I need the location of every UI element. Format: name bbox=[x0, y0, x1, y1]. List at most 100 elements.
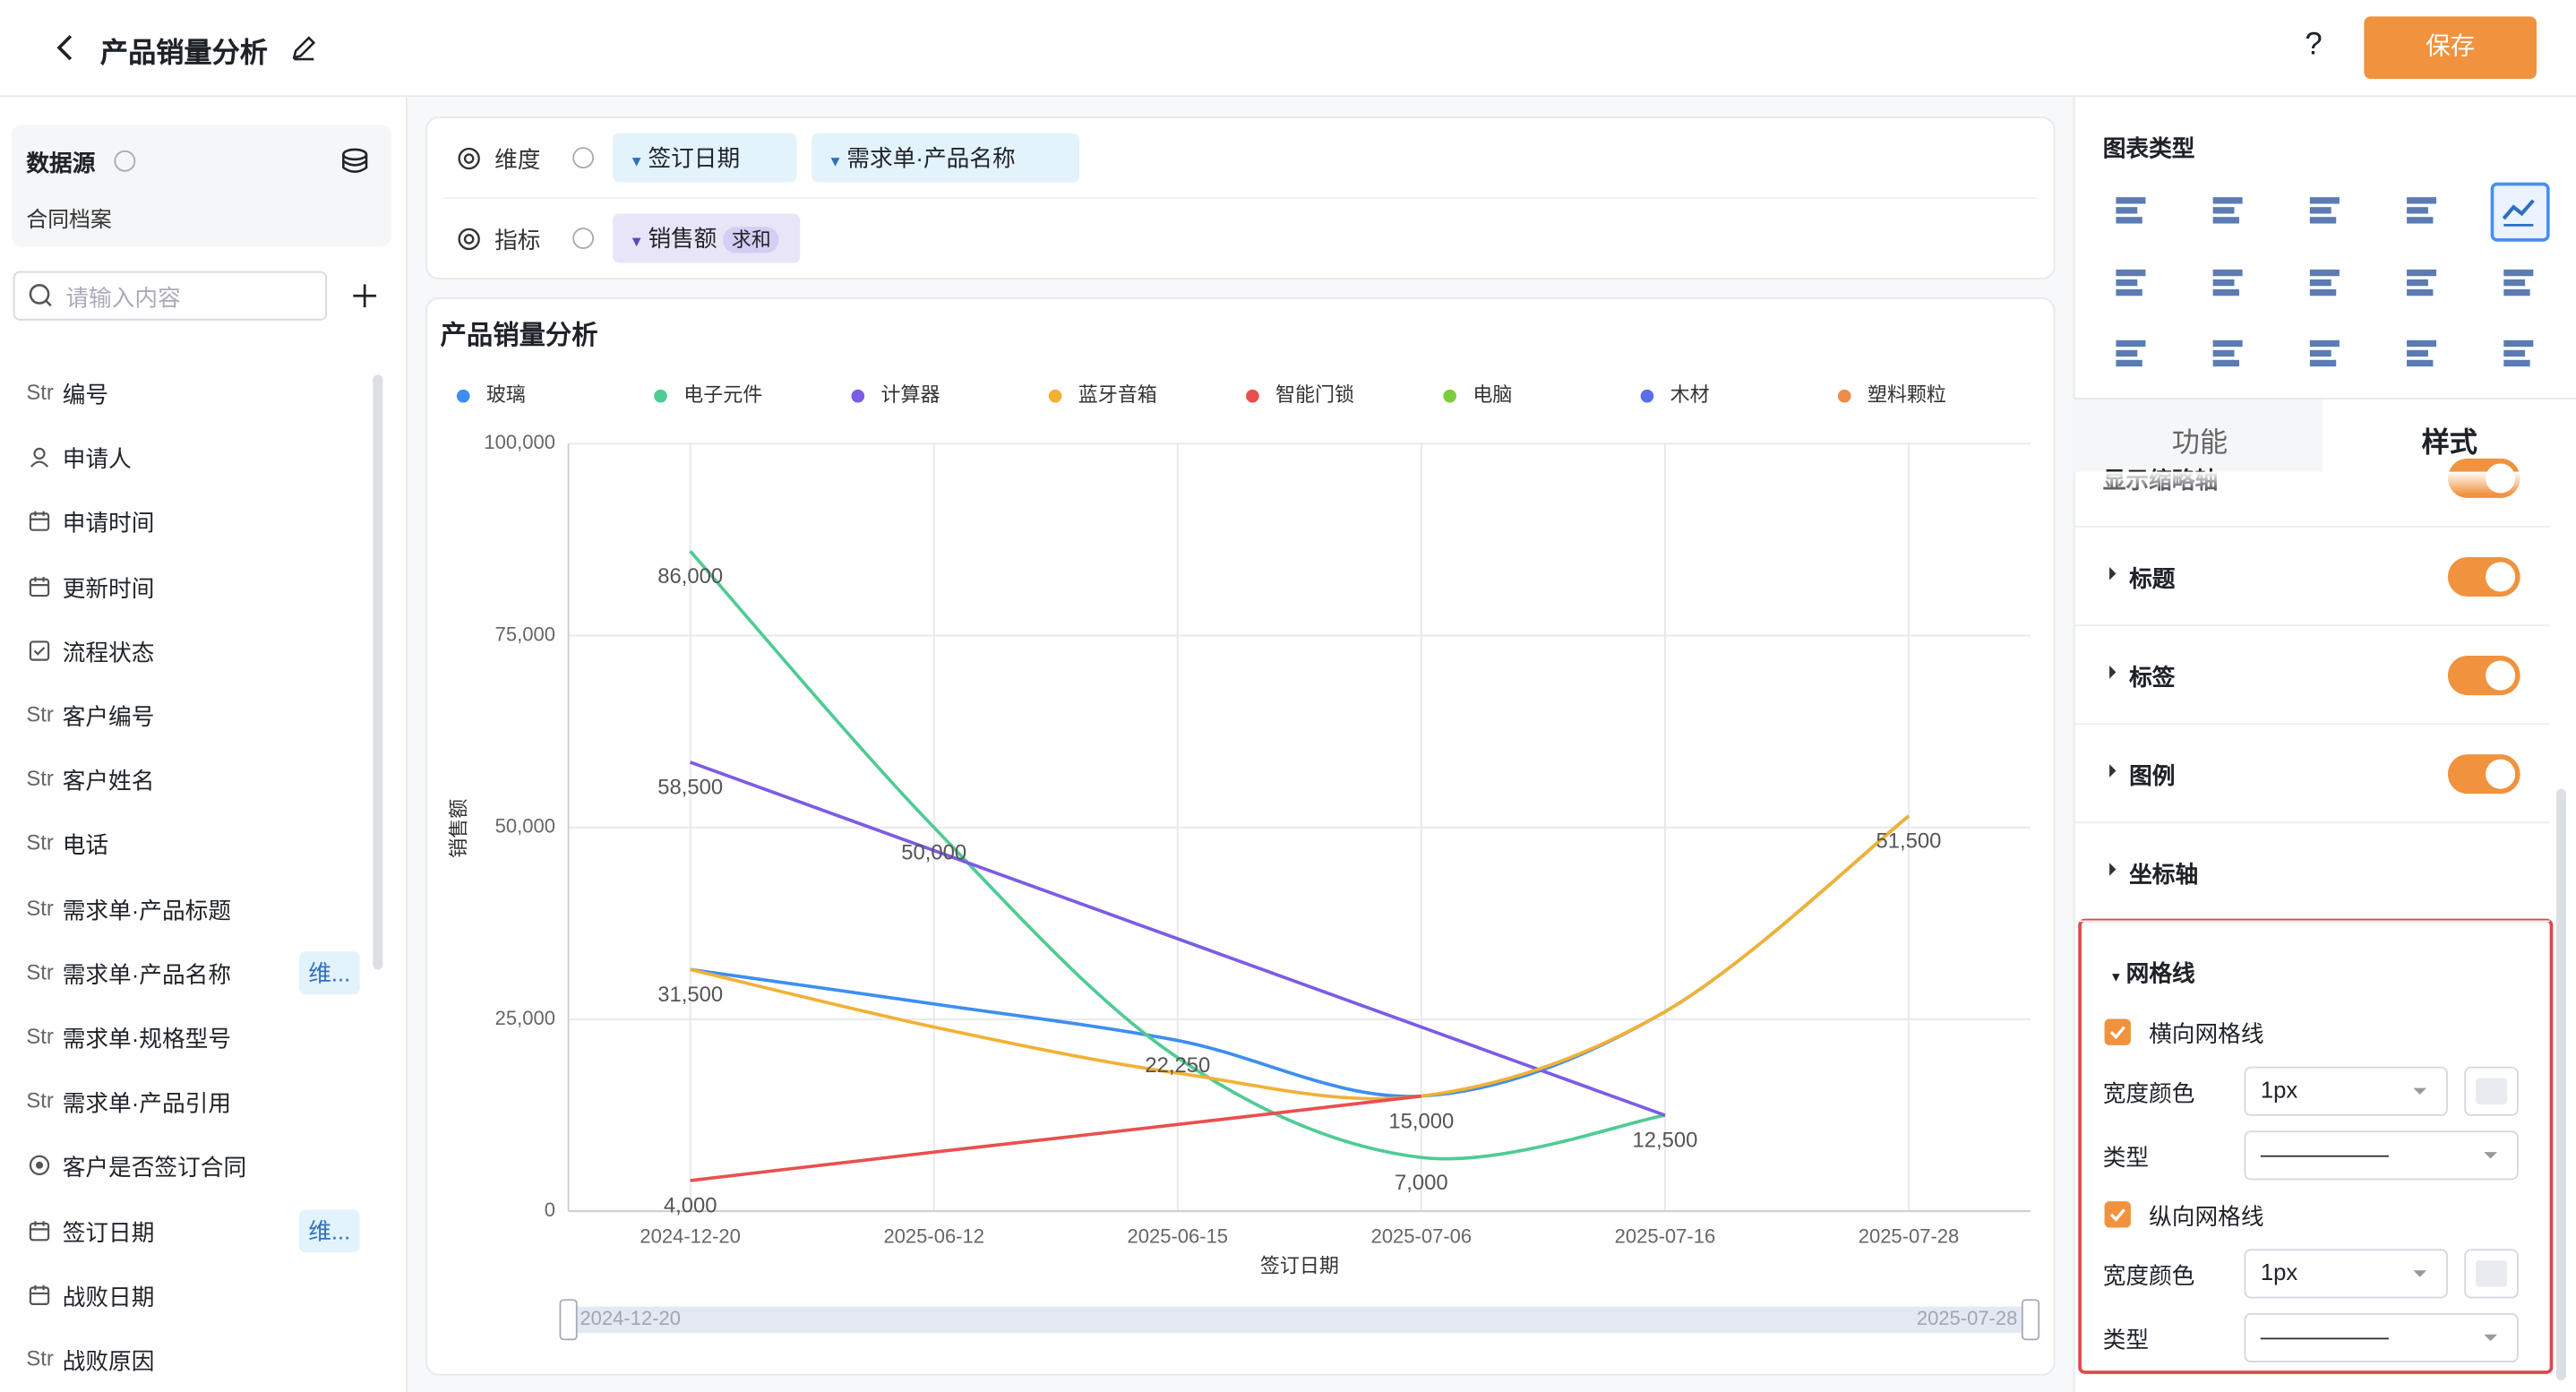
chart-type-icon[interactable] bbox=[2210, 335, 2245, 371]
field-badge: 维... bbox=[298, 1208, 360, 1252]
zoom-handle[interactable] bbox=[2021, 1299, 2040, 1341]
y-tick-label: 100,000 bbox=[484, 431, 555, 453]
field-name[interactable]: 客户编号 bbox=[62, 703, 155, 730]
toggle[interactable] bbox=[2447, 556, 2520, 597]
chart: 产品销量分析 签订日期 销售额 2024-12-20 2025-07-28 0 2… bbox=[441, 321, 2040, 1341]
zoom-end: 2025-07-28 bbox=[1917, 1307, 2018, 1329]
chart-type-icon[interactable] bbox=[2403, 335, 2439, 371]
legend-label[interactable]: 蓝牙音箱 bbox=[1078, 383, 1157, 406]
chart-type-icon[interactable] bbox=[2403, 193, 2439, 228]
field-name[interactable]: 签订日期 bbox=[62, 1218, 155, 1245]
legend-marker[interactable] bbox=[1048, 389, 1062, 403]
data-label: 86,000 bbox=[657, 564, 723, 589]
caret bbox=[2109, 566, 2117, 580]
line-sample bbox=[2260, 1337, 2389, 1340]
series-line bbox=[690, 760, 1666, 1117]
help-icon bbox=[572, 228, 595, 249]
legend-marker[interactable] bbox=[654, 389, 667, 403]
field-name[interactable]: 战败原因 bbox=[62, 1347, 155, 1374]
legend-label[interactable]: 计算器 bbox=[880, 383, 940, 406]
zoom-handle[interactable] bbox=[559, 1299, 578, 1341]
field-name[interactable]: 电话 bbox=[62, 832, 109, 859]
field-name[interactable]: 更新时间 bbox=[62, 574, 155, 601]
edit-icon[interactable] bbox=[291, 35, 317, 61]
row-divider bbox=[2073, 526, 2550, 528]
data-label: 15,000 bbox=[1388, 1109, 1454, 1133]
metric-chip[interactable]: ▼ 销售额 求和 bbox=[613, 213, 801, 263]
legend-label[interactable]: 电子元件 bbox=[683, 383, 762, 406]
checkbox[interactable] bbox=[2104, 1201, 2131, 1228]
checkbox[interactable] bbox=[2104, 1018, 2131, 1045]
field-name[interactable]: 流程状态 bbox=[62, 639, 155, 666]
field-name[interactable]: 战败日期 bbox=[62, 1283, 155, 1310]
field-type: Str bbox=[26, 1024, 54, 1049]
series-line bbox=[690, 814, 1911, 1101]
tab[interactable] bbox=[2323, 397, 2576, 472]
legend-label[interactable]: 玻璃 bbox=[486, 383, 526, 406]
checkbox-label: 横向网格线 bbox=[2149, 1020, 2264, 1047]
legend-marker[interactable] bbox=[1640, 389, 1654, 403]
chart-type-icon[interactable] bbox=[2403, 264, 2439, 300]
tab[interactable] bbox=[2073, 397, 2323, 472]
x-tick-label: 2025-07-06 bbox=[1371, 1224, 1473, 1247]
legend-marker[interactable] bbox=[1246, 389, 1259, 403]
field-name[interactable]: 申请时间 bbox=[62, 510, 155, 537]
chart-type-icon[interactable] bbox=[2113, 264, 2149, 300]
chart-type-icon[interactable] bbox=[2501, 193, 2537, 228]
field-type: Str bbox=[26, 1345, 54, 1371]
legend-marker[interactable] bbox=[1837, 389, 1851, 403]
chart-type-icon[interactable] bbox=[2113, 335, 2149, 371]
field-icon bbox=[30, 448, 49, 468]
legend-marker[interactable] bbox=[456, 389, 470, 403]
series-line bbox=[689, 550, 1666, 1161]
dimension-chip[interactable]: ▼ 签订日期 bbox=[613, 133, 797, 183]
metric-name: 销售额 bbox=[648, 225, 717, 252]
legend-marker[interactable] bbox=[851, 389, 865, 403]
chart-title: 产品销量分析 bbox=[441, 321, 598, 350]
chart-type-icon[interactable] bbox=[2113, 193, 2149, 228]
chart-type-icon[interactable] bbox=[2501, 264, 2537, 300]
field-type: Str bbox=[26, 959, 54, 984]
field-name[interactable]: 客户是否签订合同 bbox=[62, 1154, 247, 1181]
zoom-bar[interactable] bbox=[568, 1306, 2031, 1333]
database-icon[interactable] bbox=[340, 148, 370, 174]
toggle[interactable] bbox=[2447, 656, 2520, 696]
chart-type-icon[interactable] bbox=[2210, 264, 2245, 300]
legend-label[interactable]: 塑料颗粒 bbox=[1868, 383, 1946, 406]
field-type: Str bbox=[26, 766, 54, 791]
field-name[interactable]: 申请人 bbox=[62, 445, 132, 472]
search-placeholder: 请输入内容 bbox=[65, 284, 181, 311]
field-name[interactable]: 需求单·产品引用 bbox=[62, 1089, 232, 1117]
help-icon[interactable]: ? bbox=[2305, 28, 2323, 63]
field-name[interactable]: 需求单·产品标题 bbox=[62, 897, 232, 924]
legend-marker[interactable] bbox=[1443, 389, 1457, 403]
chart-type-icon[interactable] bbox=[2501, 335, 2537, 371]
field-name[interactable]: 编号 bbox=[62, 381, 109, 408]
legend-label[interactable]: 智能门锁 bbox=[1275, 383, 1354, 406]
chart-type-icon[interactable] bbox=[2306, 193, 2342, 228]
series-line bbox=[690, 814, 1911, 1098]
dimension-chip[interactable]: ▼ 需求单·产品名称 bbox=[811, 133, 1080, 183]
data-label: 22,250 bbox=[1145, 1053, 1210, 1078]
back-icon[interactable] bbox=[49, 31, 82, 64]
chart-type-icon[interactable] bbox=[2306, 335, 2342, 371]
caret bbox=[2109, 863, 2117, 876]
select-arrow bbox=[2413, 1270, 2427, 1277]
search-icon bbox=[29, 284, 52, 307]
setting-label: 图例 bbox=[2129, 762, 2176, 789]
field-name[interactable]: 需求单·产品名称 bbox=[62, 960, 232, 988]
save-button[interactable]: 保存 bbox=[2364, 16, 2537, 80]
toggle[interactable] bbox=[2447, 754, 2520, 795]
color-swatch bbox=[2476, 1078, 2507, 1104]
search-input[interactable] bbox=[13, 271, 328, 321]
add-icon[interactable] bbox=[352, 283, 378, 309]
x-tick-label: 2025-07-16 bbox=[1615, 1224, 1716, 1247]
chart-type-icon[interactable] bbox=[2210, 193, 2245, 228]
field-name[interactable]: 客户姓名 bbox=[62, 768, 155, 795]
chart-type-icon[interactable] bbox=[2306, 264, 2342, 300]
legend-label[interactable]: 木材 bbox=[1670, 383, 1710, 406]
check-mark bbox=[2109, 1208, 2125, 1222]
legend-label[interactable]: 电脑 bbox=[1473, 383, 1512, 406]
page-title: 产品销量分析 bbox=[99, 38, 268, 70]
field-name[interactable]: 需求单·规格型号 bbox=[62, 1025, 232, 1053]
